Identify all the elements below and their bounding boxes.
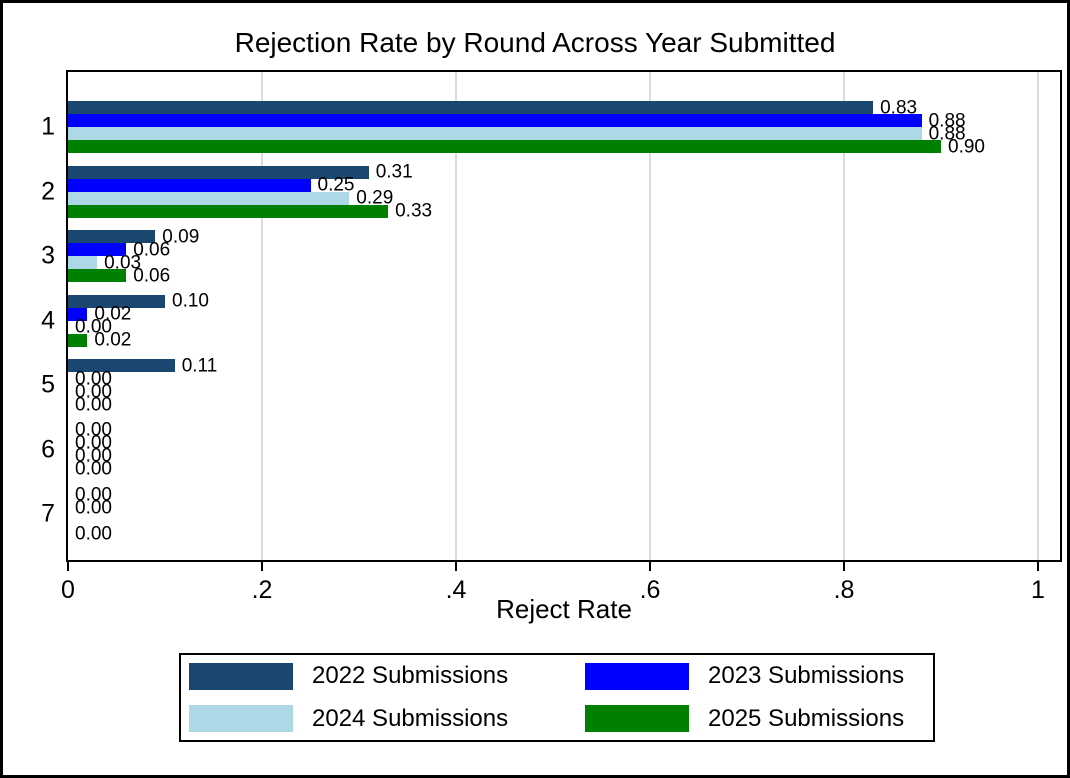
value-label: 0.83 (880, 97, 918, 118)
bar (68, 178, 311, 192)
plot-area: 0.83 0.31 0.09 0.10 0.11 0.00 0.00 0.88 0.25 0.06… (66, 70, 1062, 562)
y-axis-label: 5 (41, 370, 55, 399)
legend-swatch (189, 662, 293, 690)
value-label: 0.00 (75, 432, 112, 454)
x-tick-label: .8 (833, 576, 855, 604)
chart-title: Rejection Rate by Round Across Year Subm… (234, 27, 836, 58)
value-label: 0.00 (75, 523, 112, 544)
value-label: 0.00 (75, 316, 112, 338)
bar (68, 256, 98, 269)
value-label: 0.00 (75, 394, 112, 415)
value-label: 0.29 (356, 187, 394, 209)
legend-label: 2023 Submissions (708, 662, 905, 690)
bar (68, 307, 88, 321)
y-axis-label: 6 (41, 435, 55, 463)
value-label: 0.90 (948, 136, 985, 157)
x-tick-label: 1 (1031, 576, 1045, 604)
bar (68, 269, 127, 282)
y-axis-label: 3 (41, 241, 55, 270)
value-label: 0.00 (75, 368, 112, 389)
value-label: 0.33 (395, 200, 433, 222)
value-label: 0.06 (133, 265, 171, 286)
x-tick-label: .2 (251, 576, 273, 604)
gridline (261, 72, 263, 560)
value-label: 0.02 (94, 329, 132, 351)
x-tick-mark (67, 562, 69, 571)
bar (68, 204, 389, 218)
value-label: 0.03 (104, 252, 142, 273)
legend-label: 2024 Submissions (312, 704, 509, 732)
legend: 2022 Submissions 2023 Submissions 2024 Sub… (179, 653, 935, 742)
x-tick-mark (455, 562, 457, 571)
gridline (649, 72, 651, 560)
legend-swatch (585, 705, 689, 733)
y-axis-label: 7 (41, 499, 55, 528)
value-label: 0.88 (928, 110, 966, 131)
value-label: 0.31 (375, 161, 413, 183)
bar (68, 230, 156, 243)
bar (68, 140, 941, 153)
legend-item: 2022 Submissions (181, 655, 557, 698)
bar (68, 127, 922, 140)
value-label: 0.00 (75, 458, 112, 480)
bar (68, 333, 88, 347)
x-tick-mark (843, 562, 845, 571)
x-axis-title: Reject Rate (496, 594, 632, 624)
value-label: 0.25 (317, 174, 355, 196)
value-label: 0.00 (75, 497, 112, 518)
gridline (843, 72, 845, 560)
x-tick-label: .6 (639, 576, 661, 604)
legend-label: 2025 Submissions (708, 704, 905, 732)
x-tick-mark (1037, 562, 1039, 571)
value-label: 0.00 (75, 445, 112, 467)
y-axis-label: 2 (41, 177, 55, 205)
x-tick-mark (261, 562, 263, 571)
value-label: 0.09 (162, 226, 200, 247)
y-axis-label: 1 (41, 112, 55, 141)
legend-swatch (585, 662, 689, 690)
value-label: 0.06 (133, 239, 171, 260)
bar (68, 101, 874, 114)
x-tick-label: 0 (61, 576, 75, 604)
value-label: 0.88 (928, 123, 966, 144)
value-label: 0.11 (181, 355, 218, 376)
value-label: 0.00 (75, 484, 112, 505)
gridline (1037, 72, 1039, 560)
x-tick-mark (649, 562, 651, 571)
bar (68, 191, 350, 205)
legend-item: 2023 Submissions (557, 655, 933, 698)
bar (68, 359, 175, 372)
legend-item: 2024 Submissions (181, 698, 557, 741)
bar (68, 114, 922, 127)
y-axis-label: 4 (41, 306, 55, 334)
value-label: 0.02 (94, 303, 132, 325)
x-tick-label: .4 (445, 576, 467, 604)
gridline (455, 72, 457, 560)
bar (68, 165, 369, 179)
legend-item: 2025 Submissions (557, 698, 933, 741)
bar (68, 294, 165, 308)
legend-swatch (189, 705, 293, 733)
value-label: 0.10 (172, 290, 209, 312)
value-label: 0.00 (75, 381, 112, 402)
legend-label: 2022 Submissions (312, 662, 509, 690)
bar (68, 243, 127, 256)
value-label: 0.00 (75, 419, 112, 441)
